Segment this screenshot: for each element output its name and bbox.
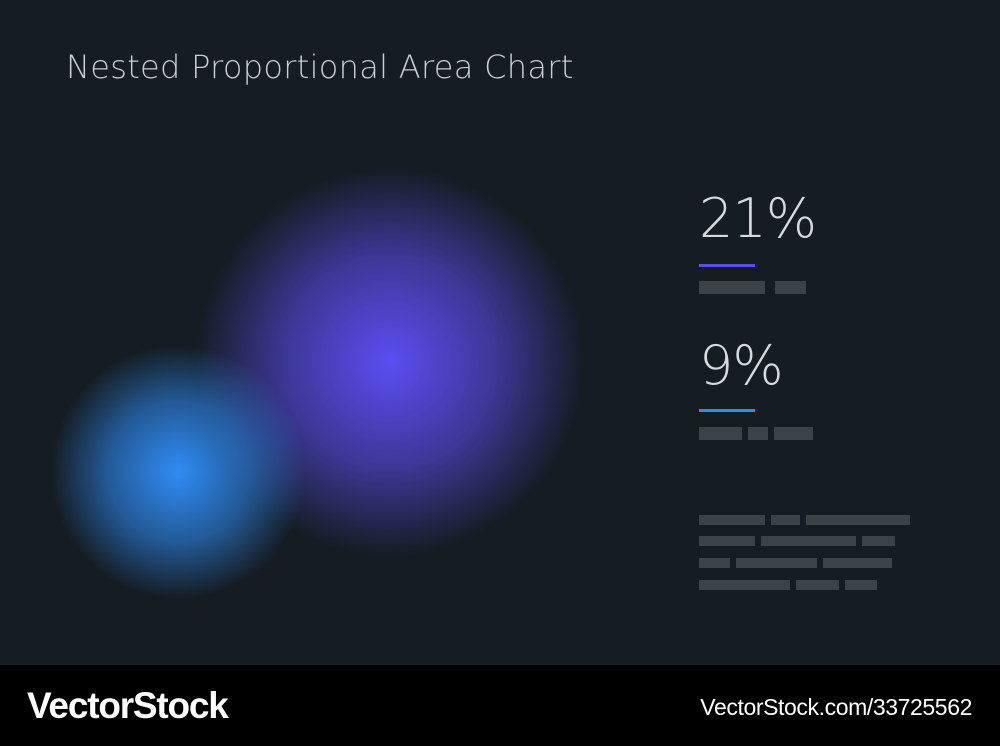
placeholder-text-line (845, 580, 877, 590)
footer-bar: VectorStock VectorStock.com/33725562 (0, 665, 1000, 746)
placeholder-text-line (775, 281, 806, 294)
stat-value-1: 21% (699, 187, 817, 250)
stat-block-1: 21% (699, 187, 817, 250)
bubble-chart (50, 167, 585, 600)
placeholder-text-line (862, 536, 895, 546)
placeholder-text-line (771, 515, 800, 525)
placeholder-text-line (796, 580, 839, 590)
image-id: VectorStock.com/33725562 (700, 694, 972, 720)
placeholder-text-line (699, 558, 730, 568)
placeholder-text-line (774, 427, 813, 440)
bubble-2 (50, 344, 306, 600)
brand-logo: VectorStock (27, 685, 229, 726)
stat-value-2: 9% (699, 334, 784, 397)
placeholder-text-line (761, 536, 856, 546)
stat-rule-1 (699, 264, 755, 267)
stat-rule-2 (699, 409, 755, 412)
chart-title: Nested Proportional Area Chart (66, 48, 574, 86)
placeholder-text-line (699, 536, 755, 546)
placeholder-text-line (823, 558, 892, 568)
stat-block-2: 9% (699, 334, 784, 397)
placeholder-text-line (699, 281, 765, 294)
placeholder-text-line (699, 427, 742, 440)
placeholder-text-line (699, 515, 765, 525)
placeholder-text-line (748, 427, 768, 440)
placeholder-text-line (736, 558, 817, 568)
placeholder-text-line (699, 580, 790, 590)
chart-canvas: Nested Proportional Area Chart 21% 9% (50, 48, 910, 600)
placeholder-text-line (806, 515, 910, 525)
